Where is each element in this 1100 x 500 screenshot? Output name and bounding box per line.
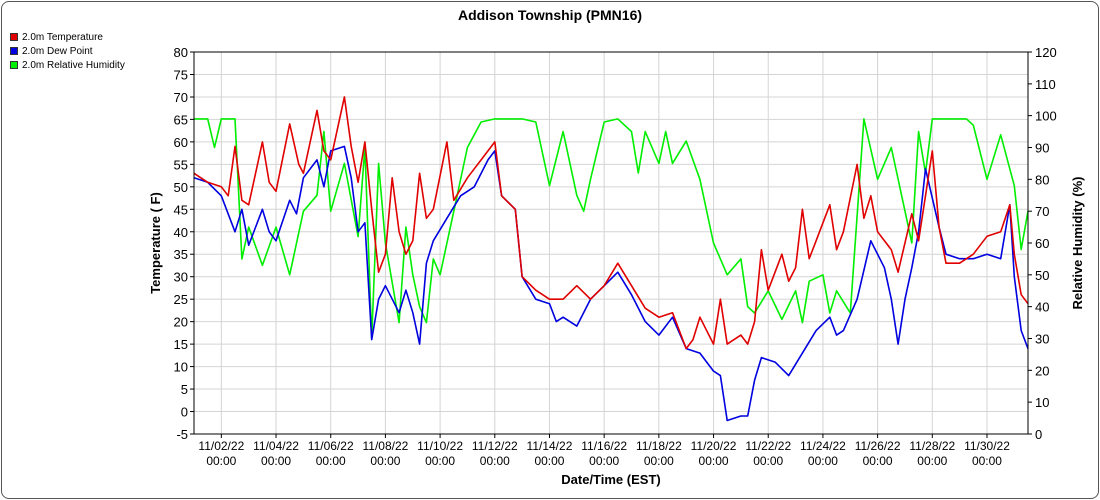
relative-humidity-swatch [10,61,18,69]
y-tick-label: 80 [174,45,188,60]
chart-title: Addison Township (PMN16) [458,7,642,23]
y-tick-label: 30 [174,270,188,285]
y2-tick-label: 100 [1035,109,1057,124]
y2-axis-label: Relative Humidity (%) [1070,177,1085,310]
x-tick-label: 11/02/22 [198,439,244,453]
x-tick-label: 00:00 [480,454,510,468]
x-tick-label: 00:00 [972,454,1002,468]
x-tick-label: 00:00 [917,454,947,468]
x-tick-label: 00:00 [699,454,729,468]
y-tick-label: 65 [174,112,188,127]
x-tick-label: 00:00 [808,454,838,468]
y-tick-label: 50 [174,180,188,195]
x-tick-label: 00:00 [261,454,291,468]
y2-tick-label: 20 [1035,363,1049,378]
x-tick-label: 00:00 [206,454,236,468]
x-tick-label: 00:00 [753,454,783,468]
dew-point-swatch [10,47,18,55]
x-tick-label: 11/04/22 [253,439,299,453]
x-tick-label: 00:00 [644,454,674,468]
x-tick-label: 11/26/22 [855,439,901,453]
y-tick-label: 35 [174,247,188,262]
x-tick-label: 00:00 [863,454,893,468]
y2-tick-label: 40 [1035,300,1049,315]
x-tick-label: 11/22/22 [745,439,791,453]
legend-item-relative-humidity: 2.0m Relative Humidity [10,58,125,72]
x-tick-label: 11/10/22 [417,439,463,453]
legend: 2.0m Temperature 2.0m Dew Point 2.0m Rel… [10,30,125,72]
y-tick-label: 55 [174,157,188,172]
y-tick-label: 25 [174,292,188,307]
x-tick-label: 11/08/22 [362,439,408,453]
y-tick-label: 10 [174,360,188,375]
y2-tick-label: 0 [1035,427,1042,442]
legend-label: 2.0m Temperature [22,31,103,43]
x-tick-label: 11/30/22 [964,439,1010,453]
relative-humidity-line [194,118,1029,340]
legend-label: 2.0m Relative Humidity [22,59,125,71]
x-tick-label: 00:00 [534,454,564,468]
legend-item-temperature: 2.0m Temperature [10,30,125,44]
x-tick-label: 00:00 [370,454,400,468]
x-tick-label: 11/12/22 [472,439,518,453]
x-tick-label: 11/18/22 [636,439,682,453]
y-tick-label: 15 [174,337,188,352]
axes: -5 0 5 10 15 20 25 30 35 40 45 50 55 60 65 70 75 80 0 10 20 3… [174,45,1057,468]
legend-item-dew-point: 2.0m Dew Point [10,44,125,58]
y-tick-label: 60 [174,135,188,150]
y-tick-label: 75 [174,67,188,82]
y-tick-label: 70 [174,90,188,105]
y2-tick-label: 110 [1035,77,1056,92]
y2-tick-label: 90 [1035,141,1049,156]
y-axis-label: Temperature ( F) [148,192,163,294]
x-tick-label: 11/06/22 [308,439,354,453]
y-tick-label: 20 [174,315,188,330]
y2-tick-label: 30 [1035,332,1049,347]
x-tick-label: 11/28/22 [909,439,955,453]
temperature-swatch [10,33,18,41]
y-tick-label: -5 [176,427,188,442]
y-tick-label: 40 [174,225,188,240]
y2-tick-label: 60 [1035,236,1049,251]
y-tick-label: 45 [174,202,188,217]
x-tick-label: 00:00 [425,454,455,468]
y2-tick-label: 70 [1035,204,1049,219]
plot-border [193,51,1029,435]
y2-tick-label: 10 [1035,395,1049,410]
series-layer [193,96,1029,422]
y-tick-label: 5 [181,382,188,397]
legend-label: 2.0m Dew Point [22,45,93,57]
temperature-line [193,96,1029,350]
x-tick-label: 11/14/22 [527,439,573,453]
y2-tick-label: 50 [1035,268,1049,283]
x-tick-label: 11/24/22 [800,439,846,453]
plot-area [194,52,1028,434]
y2-tick-label: 80 [1035,172,1049,187]
y-tick-label: 0 [181,405,188,420]
x-tick-label: 11/16/22 [581,439,627,453]
y2-tick-label: 120 [1035,45,1057,60]
x-tick-label: 00:00 [589,454,619,468]
x-axis-label: Date/Time (EST) [561,472,660,487]
x-tick-label: 00:00 [316,454,346,468]
x-tick-label: 11/20/22 [691,439,737,453]
